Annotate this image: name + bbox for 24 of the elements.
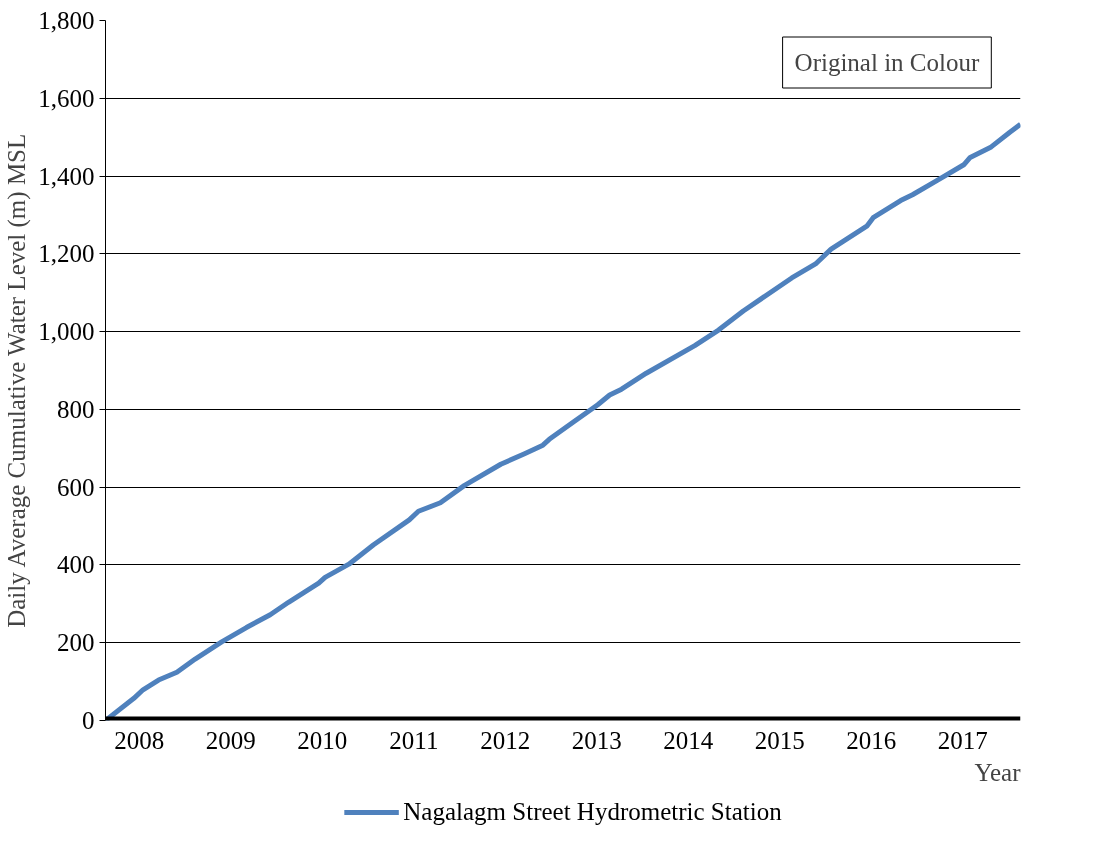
y-tick-label: 600 bbox=[57, 473, 95, 501]
x-axis-title: Year bbox=[974, 758, 1022, 786]
x-tick-label: 2009 bbox=[205, 726, 256, 754]
x-tick-label: 2016 bbox=[846, 726, 897, 754]
x-tick-label: 2015 bbox=[754, 726, 805, 754]
annotation: Original in Colour bbox=[794, 49, 980, 76]
x-tick-label: 2013 bbox=[571, 726, 622, 754]
x-tick-label: 2011 bbox=[389, 726, 439, 754]
y-tick-label: 1,200 bbox=[38, 240, 95, 268]
x-tick-label: 2017 bbox=[937, 726, 988, 754]
x-tick-label: 2012 bbox=[480, 726, 531, 754]
y-tick-label: 400 bbox=[57, 551, 95, 579]
y-tick-label: 1,400 bbox=[38, 162, 95, 190]
y-tick-label: 1,800 bbox=[38, 7, 95, 34]
y-tick-label: 1,600 bbox=[38, 84, 95, 112]
y-tick-label: 200 bbox=[57, 629, 95, 657]
y-axis-title: Daily Average Cumulative Water Level (m) MSL bbox=[3, 133, 32, 628]
y-tick-label: 0 bbox=[82, 707, 95, 734]
y-tick-label: 800 bbox=[57, 395, 95, 423]
legend-label: Nagalagm Street Hydrometric Station bbox=[403, 798, 782, 826]
x-tick-label: 2014 bbox=[663, 726, 714, 754]
x-tick-label: 2010 bbox=[297, 726, 348, 754]
x-tick-label: 2008 bbox=[114, 726, 165, 754]
y-tick-label: 1,000 bbox=[38, 318, 95, 346]
